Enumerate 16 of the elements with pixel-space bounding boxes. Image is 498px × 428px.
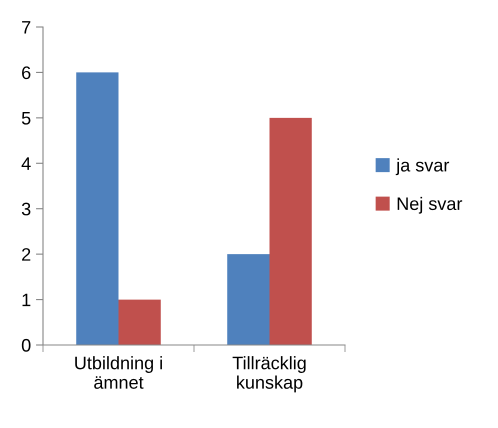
- bar: [270, 118, 312, 345]
- y-tick-label: 0: [22, 338, 30, 352]
- bar: [227, 254, 270, 345]
- x-tick-label: Tillräcklig kunskap: [232, 356, 306, 392]
- y-tick-label: 4: [22, 157, 31, 170]
- y-tick-label: 7: [22, 21, 30, 34]
- bar: [76, 72, 118, 345]
- y-tick-label: 3: [22, 202, 30, 216]
- y-tick-label: 1: [22, 294, 30, 306]
- x-tick-label: Utbildning i ämnet: [75, 356, 162, 389]
- y-tick-label: 5: [22, 112, 30, 125]
- y-tick-label: 6: [22, 66, 30, 80]
- legend-label: Nej svar: [398, 196, 462, 214]
- y-tick-label: 2: [22, 248, 30, 261]
- legend-label: ja svar: [396, 158, 450, 176]
- bar: [118, 300, 161, 345]
